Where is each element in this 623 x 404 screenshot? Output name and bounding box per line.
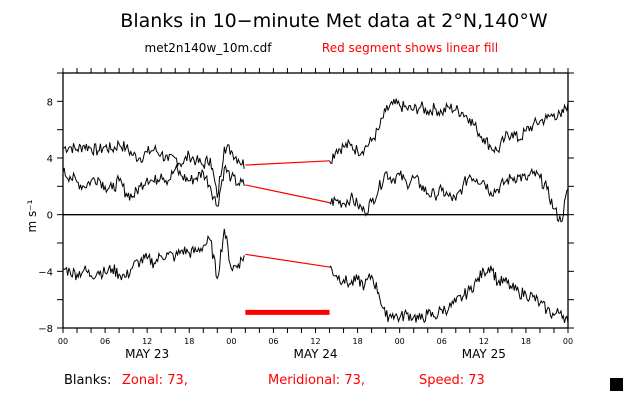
x-tick-label: 00 (58, 337, 68, 346)
x-tick-label: 06 (437, 337, 447, 346)
day-label: MAY 23 (125, 347, 169, 361)
day-label: MAY 24 (293, 347, 337, 361)
x-tick-label: 06 (268, 337, 278, 346)
fill-segment-zonal (245, 253, 330, 268)
footer-zonal: Zonal: 73, (122, 373, 188, 388)
series-line-zonal (62, 228, 245, 281)
fill-annotation: Red segment shows linear fill (322, 41, 498, 55)
y-tick-label: 0 (47, 211, 53, 222)
fill-segment-speed (245, 160, 330, 166)
x-tick-label: 18 (184, 337, 194, 346)
y-tick-label: 8 (47, 97, 53, 108)
x-tick-label: 18 (352, 337, 362, 346)
data-lines (62, 98, 569, 324)
x-tick-label: 00 (563, 337, 573, 346)
corner-marker (610, 378, 623, 391)
y-axis-label: m s⁻¹ (25, 199, 39, 232)
fill-segment-meridional (245, 184, 330, 204)
series-line-zonal (329, 265, 569, 324)
x-tick-label: 18 (521, 337, 531, 346)
footer-meridional: Meridional: 73, (268, 373, 365, 388)
x-tick-label: 12 (142, 337, 152, 346)
x-tick-label: 00 (395, 337, 405, 346)
x-tick-label: 00 (226, 337, 236, 346)
footer-blanks-label: Blanks: (64, 373, 111, 388)
footer-speed: Speed: 73 (419, 373, 485, 388)
chart-title: Blanks in 10−minute Met data at 2°N,140°… (120, 10, 548, 32)
y-tick-label: −4 (38, 267, 53, 278)
y-tick-label: 4 (47, 154, 53, 165)
series-line-speed (62, 139, 245, 198)
chart-subtitle: met2n140w_10m.cdf (145, 41, 273, 55)
day-label: MAY 25 (462, 347, 506, 361)
axes: −8 −4 0 4 8 00 06 12 18 00 06 12 18 00 06 12 18 00 MAY 23 M… (38, 68, 574, 361)
x-tick-label: 12 (310, 337, 320, 346)
x-tick-label: 06 (100, 337, 110, 346)
series-line-speed (329, 98, 569, 164)
x-tick-label: 12 (479, 337, 489, 346)
y-tick-label: −8 (38, 324, 53, 335)
series-line-meridional (62, 163, 245, 207)
plot-frame (62, 72, 569, 329)
series-line-meridional (329, 167, 569, 223)
